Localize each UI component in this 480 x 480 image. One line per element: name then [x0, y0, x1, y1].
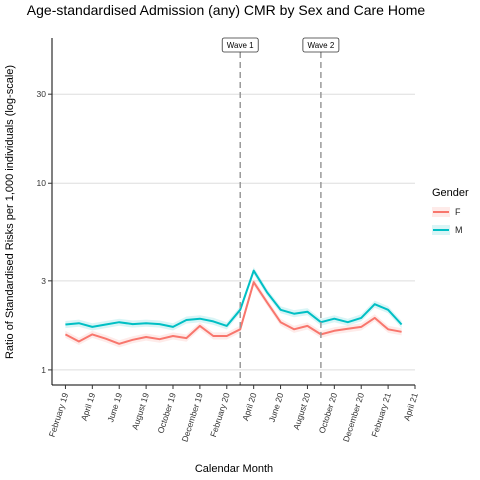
grid: [52, 93, 415, 371]
y-tick-label: 30: [37, 89, 47, 99]
x-tick-label: June 19: [105, 391, 124, 423]
confidence-bands: [65, 267, 402, 348]
x-tick-label: December 20: [341, 391, 366, 443]
x-tick-label: February 21: [369, 391, 393, 438]
x-tick-label: October 19: [155, 391, 178, 434]
legend-label: M: [455, 225, 463, 235]
legend: Gender FM: [432, 187, 469, 235]
x-tick-label: October 20: [317, 391, 340, 434]
series-line-f: [64, 281, 402, 345]
x-tick-label: April 21: [401, 391, 420, 422]
series-lines: [64, 269, 403, 345]
wave-markers: Wave 1 Wave 2: [221, 37, 340, 385]
y-tick-label: 1: [41, 365, 46, 375]
x-tick-label: June 20: [267, 391, 286, 423]
confidence-band-f: [65, 278, 402, 348]
x-axis-ticks: February 19 April 19 June 19 August 19 Octob…: [47, 385, 420, 443]
y-tick-label: 3: [41, 276, 46, 286]
x-tick-label: February 20: [208, 391, 232, 438]
y-axis-ticks: 1 3 10 30: [37, 89, 52, 375]
x-tick-label: April 19: [79, 391, 98, 422]
y-axis-title: Ratio of Standardised Risks per 1,000 in…: [4, 65, 16, 359]
x-tick-label: August 20: [291, 391, 312, 431]
wave-label: Wave 1: [227, 41, 254, 50]
y-tick-label: 10: [37, 178, 47, 188]
chart-title: Age-standardised Admission (any) CMR by …: [27, 2, 426, 18]
legend-label: F: [455, 207, 461, 217]
series-line-m: [65, 269, 403, 328]
wave-label-box: [302, 37, 340, 53]
x-tick-label: February 19: [47, 391, 71, 438]
x-axis-title: Calendar Month: [195, 463, 273, 475]
x-tick-label: August 19: [130, 391, 151, 431]
x-tick-label: December 19: [180, 391, 205, 443]
wave-label-box: [221, 37, 259, 53]
wave-label: Wave 2: [307, 41, 334, 50]
x-tick-label: April 20: [240, 391, 259, 422]
legend-title: Gender: [432, 187, 469, 199]
axes: [51, 38, 415, 386]
